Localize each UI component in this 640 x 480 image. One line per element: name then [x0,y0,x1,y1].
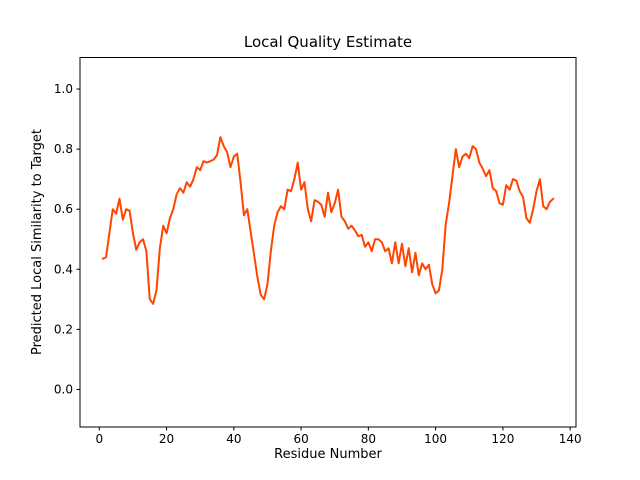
x-tick-label: 140 [559,432,582,446]
x-tick-label: 80 [361,432,376,446]
y-tick-label: 0.2 [54,322,73,336]
axes-frame [79,57,577,428]
x-tick-label: 60 [293,432,308,446]
x-axis-label: Residue Number [274,447,382,462]
x-tick-label: 20 [159,432,174,446]
y-tick-label: 0.6 [54,202,73,216]
y-tick-label: 0.0 [54,382,73,396]
quality-estimate-line [101,136,555,305]
y-tick-label: 1.0 [54,82,73,96]
x-tick-label: 40 [226,432,241,446]
x-tick-label: 100 [424,432,447,446]
chart-title: Local Quality Estimate [243,33,413,51]
x-tick-label: 0 [95,432,103,446]
y-tick-label: 0.8 [54,142,73,156]
x-tick-label: 120 [491,432,514,446]
y-tick-label: 0.4 [54,262,73,276]
